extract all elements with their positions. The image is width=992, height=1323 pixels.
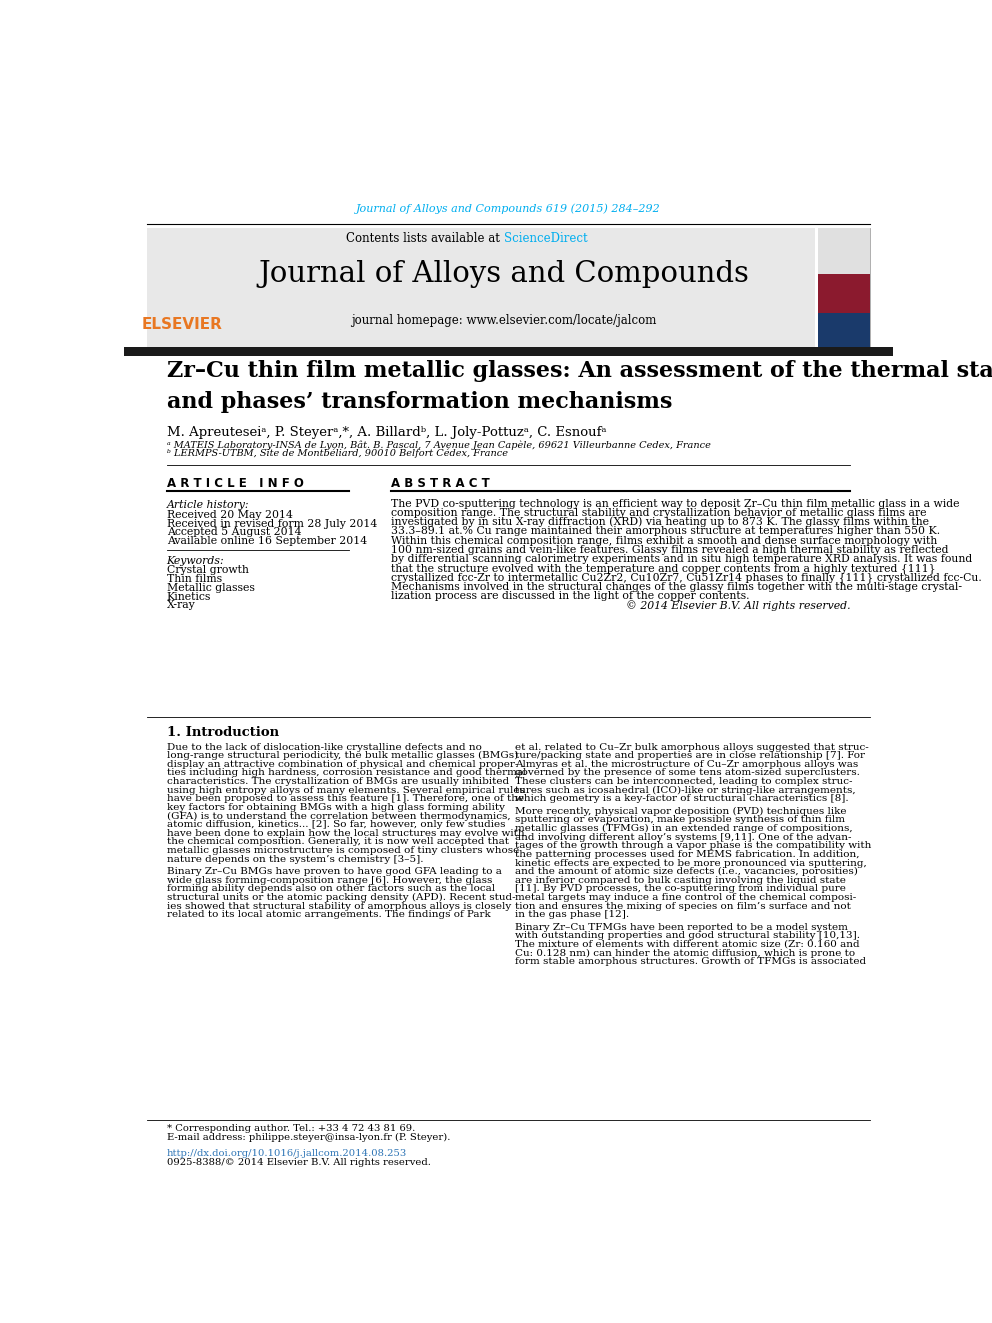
Text: nature depends on the system’s chemistry [3–5].: nature depends on the system’s chemistry…	[167, 855, 424, 864]
Text: * Corresponding author. Tel.: +33 4 72 43 81 69.: * Corresponding author. Tel.: +33 4 72 4…	[167, 1125, 415, 1134]
Text: Journal of Alloys and Compounds: Journal of Alloys and Compounds	[258, 261, 749, 288]
Text: 33.3–89.1 at.% Cu range maintained their amorphous structure at temperatures hig: 33.3–89.1 at.% Cu range maintained their…	[392, 527, 940, 536]
Text: E-mail address: philippe.steyer@insa-lyon.fr (P. Steyer).: E-mail address: philippe.steyer@insa-lyo…	[167, 1132, 450, 1142]
Text: The PVD co-sputtering technology is an efficient way to deposit Zr–Cu thin film : The PVD co-sputtering technology is an e…	[392, 499, 960, 509]
Text: characteristics. The crystallization of BMGs are usually inhibited: characteristics. The crystallization of …	[167, 777, 509, 786]
Text: by differential scanning calorimetry experiments and in situ high temperature XR: by differential scanning calorimetry exp…	[392, 554, 972, 564]
Text: journal homepage: www.elsevier.com/locate/jalcom: journal homepage: www.elsevier.com/locat…	[351, 314, 657, 327]
Text: using high entropy alloys of many elements. Several empirical rules: using high entropy alloys of many elemen…	[167, 786, 525, 795]
Text: structural units or the atomic packing density (APD). Recent stud-: structural units or the atomic packing d…	[167, 893, 515, 902]
Text: wide glass forming-composition range [6]. However, the glass: wide glass forming-composition range [6]…	[167, 876, 492, 885]
Text: ᵃ MATEIS Laboratory-INSA de Lyon, Bât. B. Pascal, 7 Avenue Jean Capèle, 69621 Vi: ᵃ MATEIS Laboratory-INSA de Lyon, Bât. B…	[167, 441, 710, 450]
Text: Received 20 May 2014: Received 20 May 2014	[167, 511, 293, 520]
Bar	[817, 312, 870, 349]
Bar	[817, 228, 870, 349]
Text: ies showed that structural stability of amorphous alloys is closely: ies showed that structural stability of …	[167, 901, 511, 910]
Text: that the structure evolved with the temperature and copper contents from a highl: that the structure evolved with the temp…	[392, 564, 936, 574]
Text: M. Apreuteseiᵃ, P. Steyerᵃ,*, A. Billardᵇ, L. Joly-Pottuzᵃ, C. Esnoufᵃ: M. Apreuteseiᵃ, P. Steyerᵃ,*, A. Billard…	[167, 426, 606, 439]
Text: and involving different alloy’s systems [9,11]. One of the advan-: and involving different alloy’s systems …	[516, 832, 852, 841]
Text: More recently, physical vapor deposition (PVD) techniques like: More recently, physical vapor deposition…	[516, 807, 847, 816]
Text: with outstanding properties and good structural stability [10,13].: with outstanding properties and good str…	[516, 931, 860, 941]
Text: X-ray: X-ray	[167, 601, 195, 610]
Text: metallic glasses microstructure is composed of tiny clusters whose: metallic glasses microstructure is compo…	[167, 845, 519, 855]
Text: Keywords:: Keywords:	[167, 556, 224, 566]
Text: These clusters can be interconnected, leading to complex struc-: These clusters can be interconnected, le…	[516, 777, 853, 786]
Bar	[124, 347, 893, 356]
Text: forming ability depends also on other factors such as the local: forming ability depends also on other fa…	[167, 884, 495, 893]
Text: Crystal growth: Crystal growth	[167, 565, 249, 576]
Text: [11]. By PVD processes, the co-sputtering from individual pure: [11]. By PVD processes, the co-sputterin…	[516, 884, 846, 893]
Text: ScienceDirect: ScienceDirect	[504, 232, 587, 245]
Text: long-range structural periodicity, the bulk metallic glasses (BMGs): long-range structural periodicity, the b…	[167, 751, 518, 761]
Text: display an attractive combination of physical and chemical proper-: display an attractive combination of phy…	[167, 759, 518, 769]
Text: ELSEVIER: ELSEVIER	[142, 316, 222, 332]
Bar	[147, 228, 815, 349]
Text: have been done to explain how the local structures may evolve with: have been done to explain how the local …	[167, 828, 524, 837]
Text: http://dx.doi.org/10.1016/j.jallcom.2014.08.253: http://dx.doi.org/10.1016/j.jallcom.2014…	[167, 1150, 407, 1158]
Text: Article history:: Article history:	[167, 500, 249, 511]
Text: are inferior compared to bulk casting involving the liquid state: are inferior compared to bulk casting in…	[516, 876, 846, 885]
Text: A R T I C L E   I N F O: A R T I C L E I N F O	[167, 478, 304, 491]
Bar	[817, 274, 870, 312]
Text: Accepted 5 August 2014: Accepted 5 August 2014	[167, 527, 302, 537]
Text: which geometry is a key-factor of structural characteristics [8].: which geometry is a key-factor of struct…	[516, 794, 849, 803]
Text: Almyras et al. the microstructure of Cu–Zr amorphous alloys was: Almyras et al. the microstructure of Cu–…	[516, 759, 859, 769]
Text: Binary Zr–Cu TFMGs have been reported to be a model system: Binary Zr–Cu TFMGs have been reported to…	[516, 922, 848, 931]
Text: metal targets may induce a fine control of the chemical composi-: metal targets may induce a fine control …	[516, 893, 857, 902]
Text: Binary Zr–Cu BMGs have proven to have good GFA leading to a: Binary Zr–Cu BMGs have proven to have go…	[167, 867, 502, 876]
Text: lization process are discussed in the light of the copper contents.: lization process are discussed in the li…	[392, 591, 750, 601]
Text: et al. related to Cu–Zr bulk amorphous alloys suggested that struc-: et al. related to Cu–Zr bulk amorphous a…	[516, 742, 869, 751]
Text: 100 nm-sized grains and vein-like features. Glassy films revealed a high thermal: 100 nm-sized grains and vein-like featur…	[392, 545, 949, 554]
Text: 0925-8388/© 2014 Elsevier B.V. All rights reserved.: 0925-8388/© 2014 Elsevier B.V. All right…	[167, 1159, 431, 1167]
Text: 1. Introduction: 1. Introduction	[167, 726, 279, 740]
Text: ᵇ LERMPS-UTBM, Site de Montbéliard, 90010 Belfort Cédex, France: ᵇ LERMPS-UTBM, Site de Montbéliard, 9001…	[167, 448, 508, 459]
Text: Due to the lack of dislocation-like crystalline defects and no: Due to the lack of dislocation-like crys…	[167, 742, 481, 751]
Text: ties including high hardness, corrosion resistance and good thermal: ties including high hardness, corrosion …	[167, 769, 526, 778]
Text: Zr–Cu thin film metallic glasses: An assessment of the thermal stability
and pha: Zr–Cu thin film metallic glasses: An ass…	[167, 360, 992, 413]
Text: atomic diffusion, kinetics... [2]. So far, however, only few studies: atomic diffusion, kinetics... [2]. So fa…	[167, 820, 505, 830]
Text: sputtering or evaporation, make possible synthesis of thin film: sputtering or evaporation, make possible…	[516, 815, 845, 824]
Text: form stable amorphous structures. Growth of TFMGs is associated: form stable amorphous structures. Growth…	[516, 958, 866, 966]
Text: © 2014 Elsevier B.V. All rights reserved.: © 2014 Elsevier B.V. All rights reserved…	[626, 599, 850, 611]
Text: A B S T R A C T: A B S T R A C T	[392, 478, 490, 491]
Bar	[817, 228, 870, 274]
Text: tages of the growth through a vapor phase is the compatibility with: tages of the growth through a vapor phas…	[516, 841, 872, 851]
Text: composition range. The structural stability and crystallization behavior of meta: composition range. The structural stabil…	[392, 508, 927, 519]
Text: crystallized fcc-Zr to intermetallic Cu2Zr2, Cu10Zr7, Cu51Zr14 phases to finally: crystallized fcc-Zr to intermetallic Cu2…	[392, 573, 982, 583]
Text: related to its local atomic arrangements. The findings of Park: related to its local atomic arrangements…	[167, 910, 490, 919]
Text: Metallic glasses: Metallic glasses	[167, 582, 255, 593]
Text: investigated by in situ X-ray diffraction (XRD) via heating up to 873 K. The gla: investigated by in situ X-ray diffractio…	[392, 517, 930, 528]
Text: Contents lists available at: Contents lists available at	[346, 232, 504, 245]
Text: metallic glasses (TFMGs) in an extended range of compositions,: metallic glasses (TFMGs) in an extended …	[516, 824, 853, 833]
Text: kinetic effects are expected to be more pronounced via sputtering,: kinetic effects are expected to be more …	[516, 859, 867, 868]
Text: the patterning processes used for MEMS fabrication. In addition,: the patterning processes used for MEMS f…	[516, 849, 860, 859]
Text: have been proposed to assess this feature [1]. Therefore, one of the: have been proposed to assess this featur…	[167, 794, 524, 803]
Text: (GFA) is to understand the correlation between thermodynamics,: (GFA) is to understand the correlation b…	[167, 811, 510, 820]
Text: Journal of Alloys and Compounds 619 (2015) 284–292: Journal of Alloys and Compounds 619 (201…	[356, 204, 661, 214]
Text: Thin films: Thin films	[167, 574, 222, 583]
Text: Received in revised form 28 July 2014: Received in revised form 28 July 2014	[167, 519, 377, 529]
Text: Cu: 0.128 nm) can hinder the atomic diffusion, which is prone to: Cu: 0.128 nm) can hinder the atomic diff…	[516, 949, 855, 958]
Text: in the gas phase [12].: in the gas phase [12].	[516, 910, 630, 919]
Text: and the amount of atomic size defects (i.e., vacancies, porosities): and the amount of atomic size defects (i…	[516, 867, 858, 876]
Text: Available online 16 September 2014: Available online 16 September 2014	[167, 536, 367, 545]
Text: The mixture of elements with different atomic size (Zr: 0.160 and: The mixture of elements with different a…	[516, 939, 860, 949]
Text: ture/packing state and properties are in close relationship [7]. For: ture/packing state and properties are in…	[516, 751, 865, 761]
Text: governed by the presence of some tens atom-sized superclusters.: governed by the presence of some tens at…	[516, 769, 860, 778]
Text: tion and ensures the mixing of species on film’s surface and not: tion and ensures the mixing of species o…	[516, 901, 851, 910]
Text: tures such as icosahedral (ICO)-like or string-like arrangements,: tures such as icosahedral (ICO)-like or …	[516, 786, 856, 795]
Text: Kinetics: Kinetics	[167, 591, 211, 602]
Text: Mechanisms involved in the structural changes of the glassy films together with : Mechanisms involved in the structural ch…	[392, 582, 962, 591]
Text: the chemical composition. Generally, it is now well accepted that: the chemical composition. Generally, it …	[167, 837, 509, 847]
Text: key factors for obtaining BMGs with a high glass forming ability: key factors for obtaining BMGs with a hi…	[167, 803, 505, 812]
Text: Within this chemical composition range, films exhibit a smooth and dense surface: Within this chemical composition range, …	[392, 536, 937, 545]
